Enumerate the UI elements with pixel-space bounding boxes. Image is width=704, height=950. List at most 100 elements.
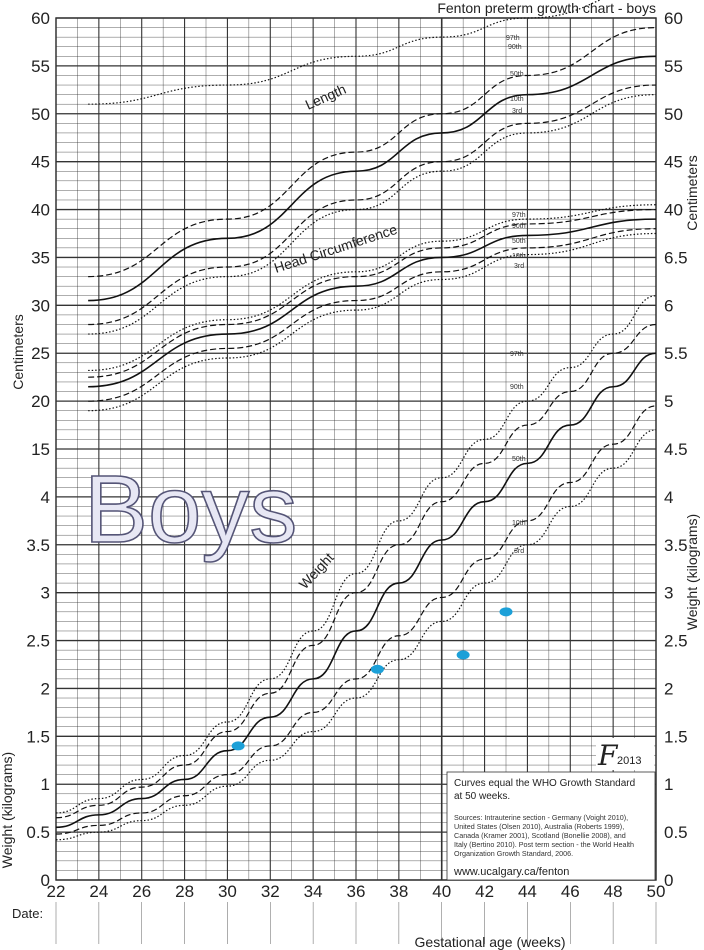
weight-90th-curve bbox=[55, 323, 657, 819]
weight-10th-label: 10th bbox=[512, 520, 526, 527]
y-right-tick-label: 55 bbox=[664, 57, 683, 76]
length-3rd-label: 3rd bbox=[512, 108, 522, 115]
sources-line-5: Organization Growth Standard, 2006. bbox=[454, 849, 573, 858]
head-circumference-50th-curve bbox=[88, 218, 657, 388]
y-right-tick-label: 0 bbox=[664, 871, 673, 890]
weight-measurement-point bbox=[370, 664, 384, 674]
y-left-tick-label: 2 bbox=[41, 679, 50, 698]
date-row: Date: bbox=[12, 902, 657, 944]
y-left-tick-label: 15 bbox=[31, 440, 50, 459]
weight-measurement-point bbox=[456, 650, 470, 660]
info-box: Curves equal the WHO Growth Standard at … bbox=[446, 771, 656, 881]
weight-10th-curve bbox=[55, 405, 657, 835]
x-tick-label: 32 bbox=[261, 882, 280, 901]
length-10th-curve bbox=[88, 84, 657, 326]
chart-title: Fenton preterm growth chart - boys bbox=[437, 0, 656, 16]
hc-10th-label: 10th bbox=[512, 253, 526, 260]
head-circumference-97th-curve bbox=[88, 204, 657, 372]
sources-line-4: Italy (Bertino 2010). Post term section … bbox=[454, 840, 634, 849]
y-right-tick-label: 3 bbox=[664, 584, 673, 603]
logo-background bbox=[596, 738, 654, 770]
x-tick-label: 34 bbox=[304, 882, 323, 901]
length-97th-label: 97th bbox=[506, 35, 520, 42]
x-axis-title: Gestational age (weeks) bbox=[415, 934, 566, 950]
y-left-tick-label: 20 bbox=[31, 392, 50, 411]
length-percentile-labels: 97th 90th 50th 10th 3rd bbox=[506, 35, 524, 115]
length-90th-curve bbox=[88, 26, 657, 278]
weight-97th-label: 97th bbox=[510, 351, 524, 358]
weight-measurement-point bbox=[499, 607, 513, 617]
y-right-tick-label: 6.5 bbox=[664, 248, 688, 267]
measurement-points bbox=[231, 607, 513, 751]
y-left-tick-label: 1.5 bbox=[26, 727, 50, 746]
info-url: www.ucalgary.ca/fenton bbox=[453, 866, 569, 878]
y-left-tick-label: 1 bbox=[41, 775, 50, 794]
y-right-tick-label: 2.5 bbox=[664, 632, 688, 651]
y-left-tick-label: 4 bbox=[41, 488, 50, 507]
x-tick-label: 36 bbox=[347, 882, 366, 901]
y-right-tick-label: 5 bbox=[664, 392, 673, 411]
y-left-tick-label: 35 bbox=[31, 248, 50, 267]
sources-line-2: United States (Olsen 2010), Australia (R… bbox=[454, 822, 624, 831]
y-left-tick-label: 2.5 bbox=[26, 632, 50, 651]
left-axis-title-centimeters: Centimeters bbox=[10, 314, 26, 389]
weight-percentile-labels: 97th 90th 50th 10th 3rd bbox=[510, 351, 526, 555]
head-circumference-3rd-curve bbox=[88, 232, 657, 412]
hc-97th-label: 97th bbox=[512, 212, 526, 219]
x-tick-label: 22 bbox=[47, 882, 66, 901]
info-line-1: Curves equal the WHO Growth Standard bbox=[454, 778, 635, 789]
weight-measurement-point bbox=[231, 741, 245, 751]
hc-50th-label: 50th bbox=[512, 238, 526, 245]
weight-3rd-label: 3rd bbox=[514, 548, 524, 555]
y-left-tick-label: 50 bbox=[31, 105, 50, 124]
y-right-tick-label: 4 bbox=[664, 488, 673, 507]
y-right-tick-label: 1 bbox=[664, 775, 673, 794]
y-right-tick-label: 3.5 bbox=[664, 536, 688, 555]
length-90th-label: 90th bbox=[508, 44, 522, 51]
right-axis-title-centimeters: Centimeters bbox=[684, 155, 700, 230]
x-tick-label: 30 bbox=[218, 882, 237, 901]
y-left-tick-label: 55 bbox=[31, 57, 50, 76]
left-axis-title-weight: Weight (kilograms) bbox=[0, 752, 15, 868]
length-50th-label: 50th bbox=[510, 71, 524, 78]
length-97th-curve bbox=[88, 0, 602, 105]
length-50th-curve bbox=[88, 55, 657, 302]
y-left-tick-label: 30 bbox=[31, 296, 50, 315]
y-left-tick-label: 25 bbox=[31, 344, 50, 363]
percentile-curves bbox=[55, 0, 657, 841]
head-circumference-90th-curve bbox=[88, 208, 657, 378]
y-left-tick-label: 40 bbox=[31, 201, 50, 220]
fenton-logo: F 2013 bbox=[596, 738, 654, 772]
x-tick-label: 40 bbox=[432, 882, 451, 901]
info-line-2: at 50 weeks. bbox=[454, 791, 510, 802]
y-right-tick-label: 40 bbox=[664, 201, 683, 220]
boys-label: Boys bbox=[84, 456, 297, 563]
hc-3rd-label: 3rd bbox=[514, 263, 524, 270]
x-tick-label: 44 bbox=[518, 882, 537, 901]
weight-50th-curve bbox=[55, 352, 657, 829]
y-left-tick-label: 3 bbox=[41, 584, 50, 603]
length-10th-label: 10th bbox=[510, 96, 524, 103]
hc-percentile-labels: 97th 90th 50th 10th 3rd bbox=[512, 212, 526, 270]
head-circumference-10th-curve bbox=[88, 228, 657, 402]
y-right-tick-label: 2 bbox=[664, 679, 673, 698]
y-right-tick-label: 4.5 bbox=[664, 440, 688, 459]
x-tick-label: 42 bbox=[475, 882, 494, 901]
y-left-tick-label: 45 bbox=[31, 153, 50, 172]
info-box-background bbox=[446, 771, 656, 881]
tick-labels: 00.511.522.533.541520253035404550556000.… bbox=[26, 9, 687, 901]
y-right-tick-label: 60 bbox=[664, 9, 683, 28]
x-tick-label: 24 bbox=[89, 882, 108, 901]
x-tick-label: 28 bbox=[175, 882, 194, 901]
weight-50th-label: 50th bbox=[512, 456, 526, 463]
y-right-tick-label: 6 bbox=[664, 296, 673, 315]
y-right-tick-label: 0.5 bbox=[664, 823, 688, 842]
grid bbox=[55, 17, 657, 881]
y-right-tick-label: 5.5 bbox=[664, 344, 688, 363]
y-left-tick-label: 60 bbox=[31, 9, 50, 28]
sources-line-1: Sources: Intrauterine section - Germany … bbox=[454, 813, 628, 822]
y-right-tick-label: 1.5 bbox=[664, 727, 688, 746]
sources-line-3: Canada (Kramer 2001), Scotland (Bonellie… bbox=[454, 831, 626, 840]
logo-year: 2013 bbox=[617, 755, 641, 767]
